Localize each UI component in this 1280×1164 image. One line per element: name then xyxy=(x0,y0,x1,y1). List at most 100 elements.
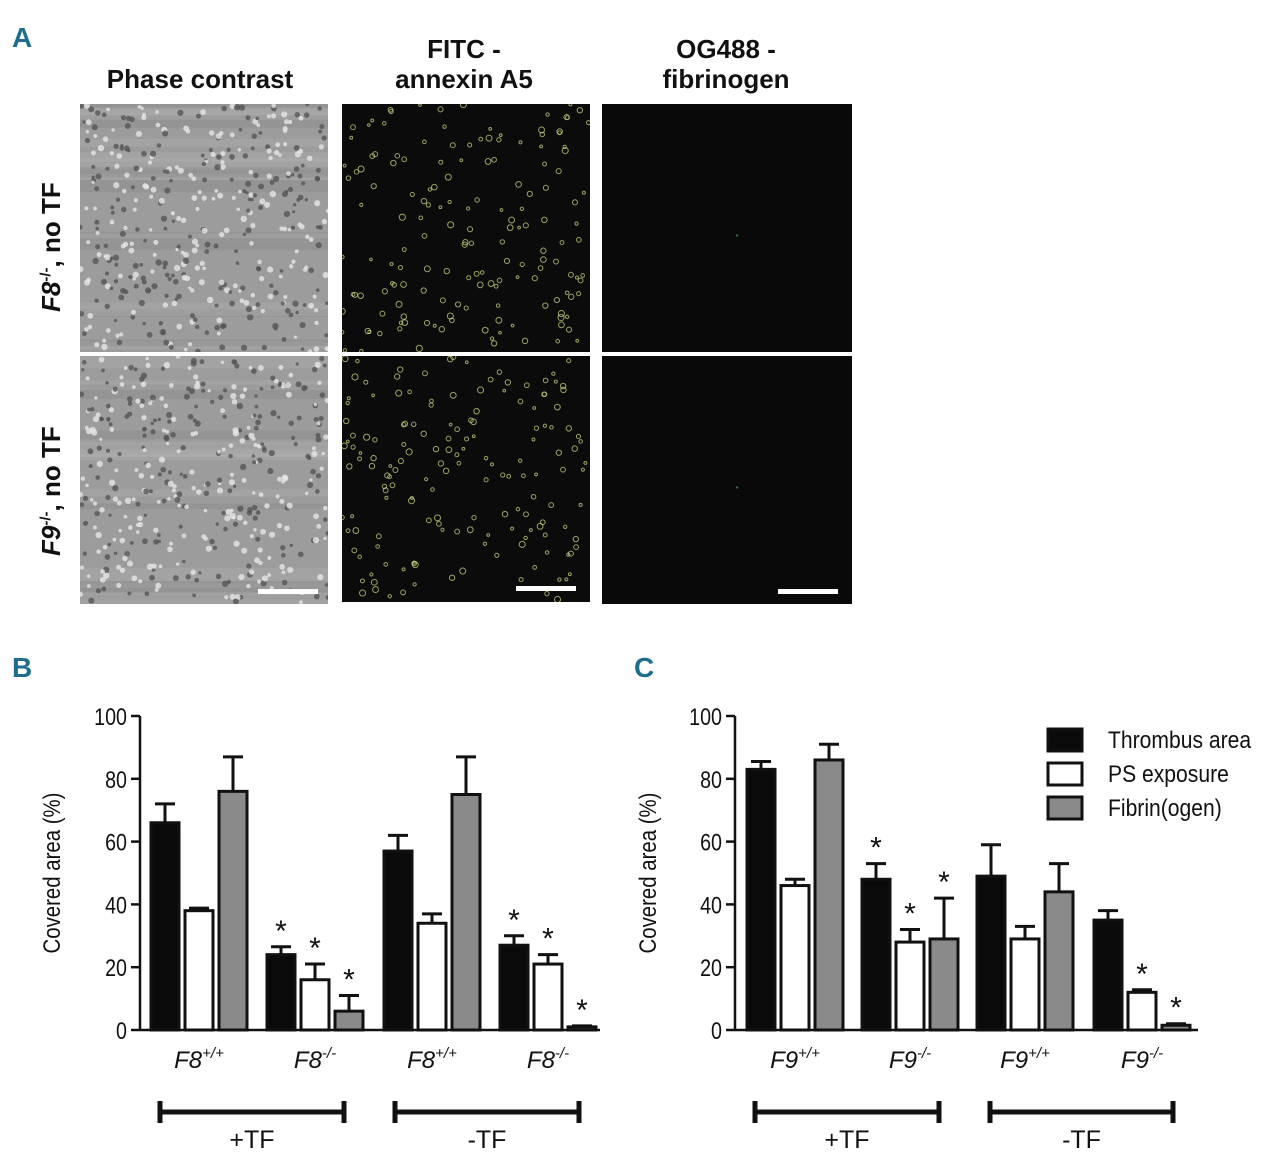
column-heading-phase-contrast: Phase contrast xyxy=(70,64,330,94)
scale-bar-fitc xyxy=(516,586,576,591)
micrograph-cell xyxy=(264,201,271,208)
micrograph-cell xyxy=(549,425,554,430)
micrograph-cell xyxy=(515,506,521,512)
micrograph-cell xyxy=(430,487,435,492)
micrograph-cell xyxy=(395,389,403,397)
micrograph-cell xyxy=(437,460,445,467)
micrograph-cell xyxy=(128,364,134,371)
micrograph-cell xyxy=(517,398,524,405)
micrograph-cell xyxy=(384,495,389,500)
micrograph-cell xyxy=(281,579,288,586)
micrograph-cell xyxy=(128,274,133,280)
bar-thrombus-area xyxy=(265,953,297,1032)
micrograph-cell xyxy=(567,550,574,557)
micrograph-cell xyxy=(580,273,585,278)
micrograph-cell xyxy=(116,153,123,159)
micrograph-cell xyxy=(482,541,488,546)
micrograph-cell xyxy=(581,190,586,195)
micrograph-cell xyxy=(560,386,567,394)
micrograph-cell xyxy=(294,112,300,118)
micrograph-cell xyxy=(557,321,565,329)
micrograph-speck xyxy=(735,234,739,237)
micrograph-cell xyxy=(308,267,315,274)
micrograph-cell xyxy=(395,300,403,308)
micrograph-cell xyxy=(128,247,135,254)
micrograph-cell xyxy=(237,505,244,512)
micrograph-cell xyxy=(133,165,140,172)
micrograph-cell xyxy=(313,346,320,352)
micrograph-cell xyxy=(553,595,562,602)
micrograph-cell xyxy=(164,187,171,194)
micrograph-cell xyxy=(197,190,202,195)
micrograph-cell xyxy=(182,257,190,264)
micrograph-cell xyxy=(80,224,83,230)
micrograph-cell xyxy=(536,522,544,530)
micrograph-cell xyxy=(357,292,364,299)
micrograph-cell xyxy=(345,175,352,181)
micrograph-cell xyxy=(220,151,226,157)
micrograph-cell xyxy=(271,104,277,109)
micrograph-cell xyxy=(323,434,328,440)
micrograph-cell xyxy=(97,144,105,152)
micrograph-cell xyxy=(317,106,322,111)
micrograph-cell xyxy=(132,271,139,278)
micrograph-cell xyxy=(153,527,159,533)
micrograph-cell xyxy=(248,192,254,198)
micrograph-cell xyxy=(249,241,254,246)
micrograph-cell xyxy=(140,106,144,110)
micrograph-cell xyxy=(160,215,168,222)
micrograph-cell xyxy=(221,447,226,452)
micrograph-cell xyxy=(401,319,409,326)
micrograph-cell xyxy=(211,196,216,201)
micrograph-cell xyxy=(90,407,95,412)
micrograph-cell xyxy=(152,252,157,257)
micrograph-cell xyxy=(220,164,226,170)
micrograph-cell xyxy=(82,520,89,526)
micrograph-cell xyxy=(254,404,259,409)
micrograph-cell xyxy=(382,121,387,126)
micrograph-cell xyxy=(112,485,119,492)
micrograph-cell xyxy=(530,493,537,500)
micrograph-cell xyxy=(187,413,194,420)
micrograph-cell xyxy=(350,444,356,450)
micrograph-cell xyxy=(294,249,299,254)
micrograph-cell xyxy=(80,476,86,481)
micrograph-cell xyxy=(315,176,320,182)
micrograph-cell xyxy=(242,387,248,392)
micrograph-cell xyxy=(372,586,380,594)
micrograph-cell xyxy=(116,564,122,570)
micrograph-cell xyxy=(401,567,406,572)
micrograph-cell xyxy=(420,287,427,294)
micrograph-cell xyxy=(151,563,157,569)
micrograph-cell xyxy=(190,313,196,319)
micrograph-cell xyxy=(288,312,294,318)
micrograph-cell xyxy=(432,445,440,453)
micrograph-cell xyxy=(246,563,252,569)
micrograph-cell xyxy=(559,382,567,390)
micrograph-cell xyxy=(232,484,237,489)
group-label: +TF xyxy=(824,1126,869,1154)
micrograph-cell xyxy=(229,300,235,307)
micrograph-cell xyxy=(99,507,105,513)
micrograph-cell xyxy=(245,180,252,187)
micrograph-cell xyxy=(551,371,556,376)
micrograph-cell xyxy=(422,370,428,377)
micrograph-cell xyxy=(267,266,274,273)
micrograph-cell xyxy=(157,539,162,544)
micrograph-cell xyxy=(533,425,540,431)
micrograph-cell xyxy=(565,425,573,432)
micrograph-cell xyxy=(257,579,262,584)
bar-thrombus-area xyxy=(860,877,892,1032)
micrograph-cell xyxy=(522,222,529,229)
micrograph-cell xyxy=(199,260,205,267)
micrograph-cell xyxy=(375,544,380,549)
micrograph-cell xyxy=(94,219,100,225)
micrograph-cell xyxy=(424,477,429,482)
micrograph-cell xyxy=(292,202,297,207)
micrograph-cell xyxy=(575,338,580,343)
micrograph-cell xyxy=(250,197,254,202)
micrograph-cell xyxy=(317,380,322,385)
micrograph-cell xyxy=(270,113,277,119)
micrograph-cell xyxy=(583,460,588,465)
